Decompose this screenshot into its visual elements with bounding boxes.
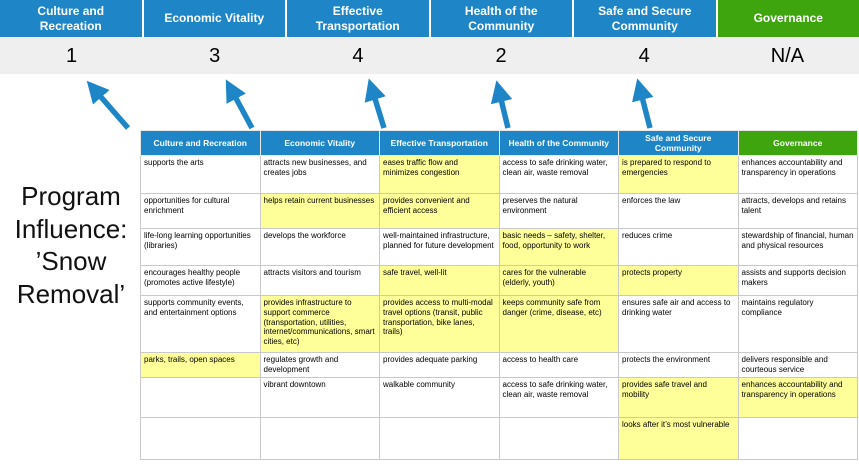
influence-matrix: Culture and Recreation Economic Vitality E… bbox=[140, 129, 858, 461]
program-title: Program Influence: ’Snow Removal’ bbox=[14, 181, 128, 309]
matrix-cell: access to safe drinking water, clean air… bbox=[498, 377, 619, 419]
matrix-header-economic-vitality: Economic Vitality bbox=[259, 129, 380, 157]
matrix-row: encourages healthy people (promotes acti… bbox=[140, 265, 858, 297]
matrix-header-health-of-the-community: Health of the Community bbox=[498, 129, 619, 157]
matrix-cell: reduces crime bbox=[618, 228, 739, 267]
summary-score-health-of-the-community: 2 bbox=[495, 44, 507, 67]
matrix-cell-highlighted: provides infrastructure to support comme… bbox=[259, 295, 380, 354]
matrix-cell: develops the workforce bbox=[259, 228, 380, 267]
summary-header-row: Culture and Recreation Economic Vitality E… bbox=[0, 0, 859, 37]
summary-score-economic-vitality: 3 bbox=[209, 44, 221, 67]
matrix-header-culture-and-recreation: Culture and Recreation bbox=[140, 129, 261, 157]
summary-header-economic-vitality: Economic Vitality bbox=[143, 0, 285, 37]
matrix-cell: regulates growth and development bbox=[259, 352, 380, 379]
matrix-cell: assists and supports decision makers bbox=[737, 265, 858, 297]
matrix-cell-highlighted: provides convenient and efficient access bbox=[379, 193, 500, 230]
matrix-cell-highlighted: looks after it’s most vulnerable bbox=[618, 417, 739, 461]
matrix-cell: attracts new businesses, and creates job… bbox=[259, 155, 380, 195]
arrow-up-icon bbox=[632, 78, 654, 129]
matrix-cell: life-long learning opportunities (librar… bbox=[140, 228, 261, 267]
matrix-cell bbox=[737, 417, 858, 461]
matrix-cell: access to health care bbox=[498, 352, 619, 379]
matrix-cell-highlighted: basic needs – safety, shelter, food, opp… bbox=[498, 228, 619, 267]
arrow-up-icon bbox=[490, 80, 513, 129]
matrix-cell: walkable community bbox=[379, 377, 500, 419]
matrix-cell: stewardship of financial, human and phys… bbox=[737, 228, 858, 267]
matrix-row: parks, trails, open spaces regulates grow… bbox=[140, 352, 858, 379]
matrix-header-safe-and-secure-community: Safe and Secure Community bbox=[618, 129, 739, 157]
matrix-cell: preserves the natural environment bbox=[498, 193, 619, 230]
matrix-cell bbox=[259, 417, 380, 461]
matrix-cell: access to safe drinking water, clean air… bbox=[498, 155, 619, 195]
matrix-cell-highlighted: provides safe travel and mobility bbox=[618, 377, 739, 419]
summary-score-row: 1 3 4 2 4 N/A bbox=[0, 38, 859, 74]
matrix-row: life-long learning opportunities (librar… bbox=[140, 228, 858, 267]
matrix-row: supports community events, and entertain… bbox=[140, 295, 858, 354]
summary-header-safe-and-secure-community: Safe and Secure Community bbox=[574, 0, 716, 37]
matrix-cell: provides adequate parking bbox=[379, 352, 500, 379]
matrix-row: vibrant downtown walkable community access… bbox=[140, 377, 858, 419]
matrix-row: looks after it’s most vulnerable bbox=[140, 417, 858, 461]
matrix-cell: opportunities for cultural enrichment bbox=[140, 193, 261, 230]
matrix-cell: enhances accountability and transparency… bbox=[737, 155, 858, 195]
matrix-cell: protects the environment bbox=[618, 352, 739, 379]
matrix-cell: maintains regulatory compliance bbox=[737, 295, 858, 354]
arrow-up-icon bbox=[225, 79, 255, 130]
matrix-cell: enforces the law bbox=[618, 193, 739, 230]
matrix-cell bbox=[379, 417, 500, 461]
matrix-cell-highlighted: is prepared to respond to emergencies bbox=[618, 155, 739, 195]
matrix-cell bbox=[140, 417, 261, 461]
matrix-row: opportunities for cultural enrichment hel… bbox=[140, 193, 858, 230]
matrix-cell-highlighted: helps retain current businesses bbox=[259, 193, 380, 230]
matrix-cell-highlighted: provides access to multi-modal travel op… bbox=[379, 295, 500, 354]
matrix-cell bbox=[140, 377, 261, 419]
matrix-cell: attracts, develops and retains talent bbox=[737, 193, 858, 230]
matrix-cell: well-maintained infrastructure, planned … bbox=[379, 228, 500, 267]
arrow-up-icon bbox=[364, 78, 387, 129]
matrix-cell-highlighted: cares for the vulnerable (elderly, youth… bbox=[498, 265, 619, 297]
matrix-cell-highlighted: protects property bbox=[618, 265, 739, 297]
matrix-header-effective-transportation: Effective Transportation bbox=[379, 129, 500, 157]
matrix-cell: vibrant downtown bbox=[259, 377, 380, 419]
summary-header-culture-and-recreation: Culture and Recreation bbox=[0, 0, 142, 37]
arrows-overlay bbox=[86, 78, 654, 130]
matrix-cell: ensures safe air and access to drinking … bbox=[618, 295, 739, 354]
summary-header-governance: Governance bbox=[717, 0, 859, 37]
arrow-up-icon bbox=[86, 80, 131, 130]
summary-header-health-of-the-community: Health of the Community bbox=[430, 0, 572, 37]
matrix-cell-highlighted: parks, trails, open spaces bbox=[140, 352, 261, 379]
matrix-cell: delivers responsible and courteous servi… bbox=[737, 352, 858, 379]
matrix-cell-highlighted: keeps community safe from danger (crime,… bbox=[498, 295, 619, 354]
matrix-cell-highlighted: safe travel, well-lit bbox=[379, 265, 500, 297]
summary-score-safe-and-secure-community: 4 bbox=[638, 44, 650, 67]
matrix-header-row: Culture and Recreation Economic Vitality E… bbox=[140, 129, 858, 157]
summary-score-governance: N/A bbox=[770, 44, 805, 67]
summary-score-effective-transportation: 4 bbox=[352, 44, 364, 67]
matrix-cell: encourages healthy people (promotes acti… bbox=[140, 265, 261, 297]
matrix-head: Culture and Recreation Economic Vitality E… bbox=[140, 129, 858, 157]
matrix-cell-highlighted: enhances accountability and transparency… bbox=[737, 377, 858, 419]
matrix-cell: attracts visitors and tourism bbox=[259, 265, 380, 297]
matrix-cell: supports community events, and entertain… bbox=[140, 295, 261, 354]
matrix-body: supports the arts attracts new businesses… bbox=[140, 155, 858, 461]
matrix-row: supports the arts attracts new businesses… bbox=[140, 155, 858, 195]
matrix-cell bbox=[498, 417, 619, 461]
matrix-header-governance: Governance bbox=[737, 129, 858, 157]
matrix-cell: supports the arts bbox=[140, 155, 261, 195]
summary-score-culture-and-recreation: 1 bbox=[66, 44, 78, 67]
matrix-cell-highlighted: eases traffic flow and minimizes congest… bbox=[379, 155, 500, 195]
summary-header-effective-transportation: Effective Transportation bbox=[287, 0, 429, 37]
